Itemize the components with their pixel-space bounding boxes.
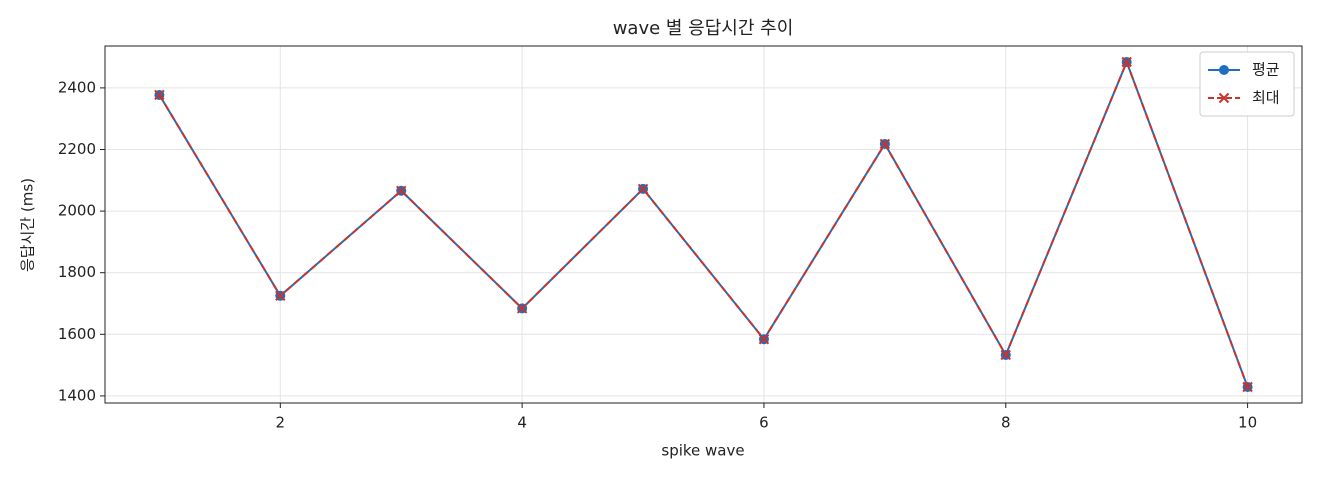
plot-frame (104, 45, 1303, 404)
y-tick-label: 2200 (58, 140, 96, 158)
y-tick-label: 1800 (58, 263, 96, 281)
legend-label: 평균 (1252, 61, 1280, 79)
marker (1000, 349, 1011, 361)
x-tick-label: 8 (1001, 414, 1011, 432)
series-line (158, 59, 1249, 388)
x-axis-label: spike wave (661, 442, 744, 460)
x-tick-label: 4 (517, 414, 527, 432)
marker (1121, 56, 1132, 68)
y-tick-label: 2400 (58, 78, 96, 96)
marker (154, 89, 165, 101)
x-tick-label: 6 (759, 414, 769, 432)
marker (1242, 381, 1253, 393)
y-tick-label: 2000 (58, 202, 96, 220)
legend-label: 최대 (1252, 89, 1280, 107)
chart-title: wave 별 응답시간 추이 (613, 18, 794, 39)
legend-marker (1218, 92, 1230, 104)
legend-box (1199, 51, 1295, 117)
x-tick-label: 2 (276, 414, 286, 432)
y-axis-label: 응답시간 (ms) (19, 178, 37, 272)
marker (758, 334, 770, 345)
marker (396, 185, 407, 196)
marker (516, 303, 528, 314)
series-line (158, 59, 1249, 388)
x-tick-label: 10 (1238, 414, 1257, 432)
marker (637, 183, 649, 195)
legend-marker (1219, 65, 1229, 75)
y-tick-label: 1400 (58, 386, 96, 404)
marker (275, 290, 286, 302)
marker (879, 138, 891, 150)
y-tick-label: 1600 (58, 325, 96, 343)
